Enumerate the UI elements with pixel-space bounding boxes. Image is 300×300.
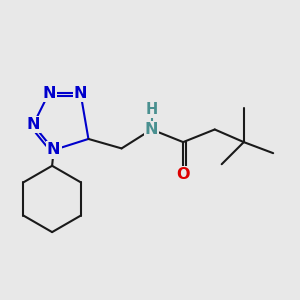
Text: N: N [42, 86, 56, 101]
Text: N: N [74, 86, 87, 101]
Text: H: H [146, 102, 158, 117]
Text: N: N [47, 142, 60, 158]
Text: N: N [145, 122, 158, 137]
Text: O: O [176, 167, 190, 182]
Text: N: N [26, 117, 40, 132]
